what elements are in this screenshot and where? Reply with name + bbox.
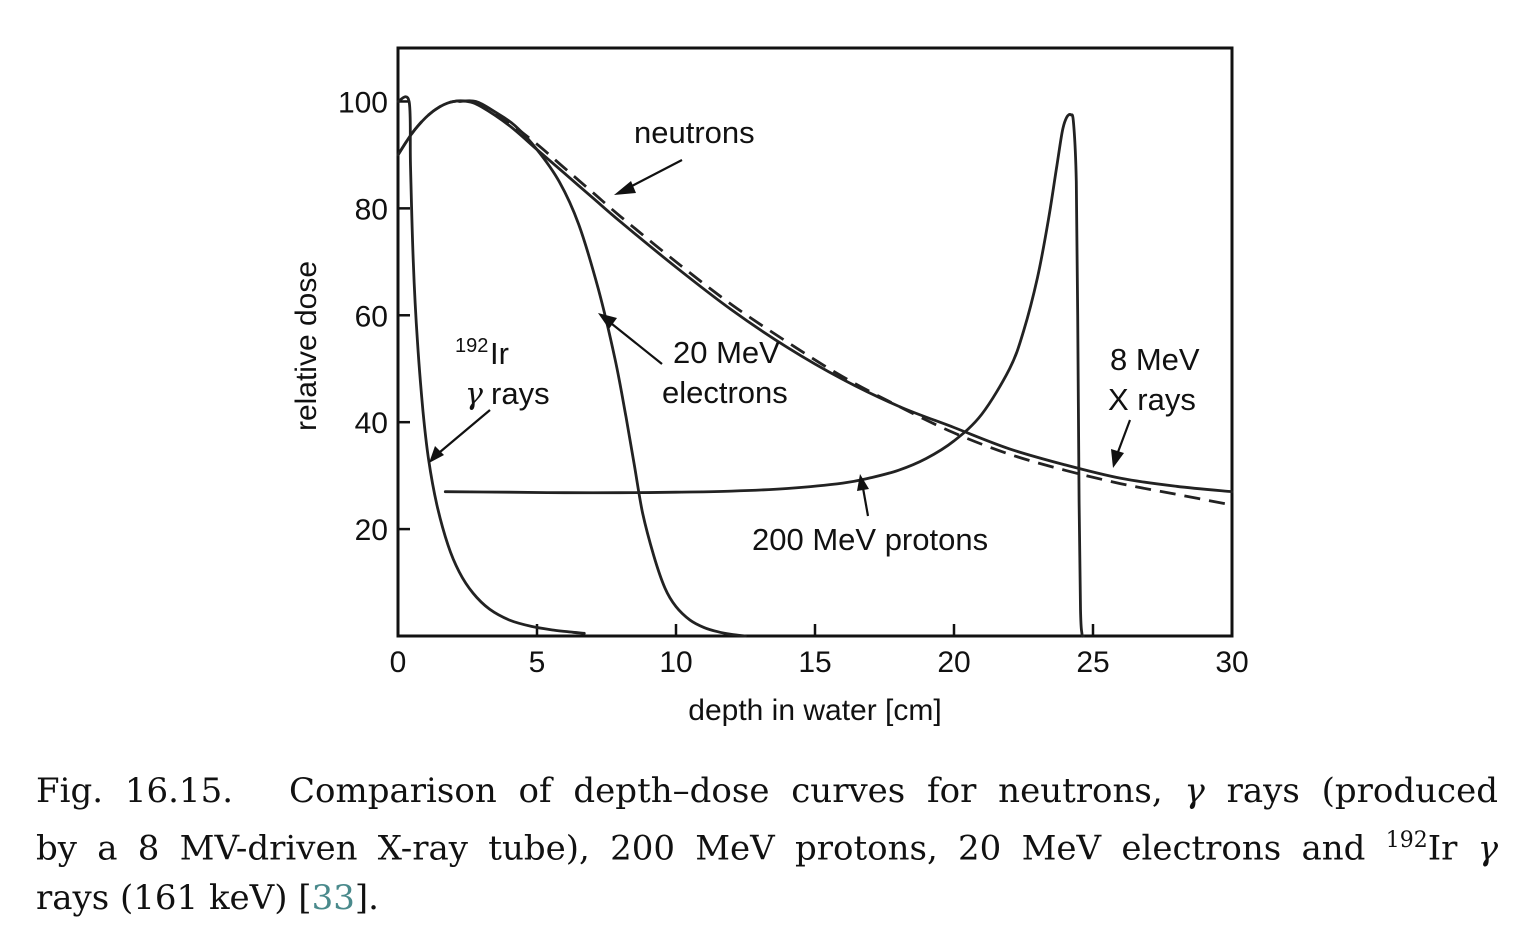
x-tick-label-5: 5 (529, 646, 546, 679)
figure-caption: Fig. 16.15. Comparison of depth–dose curv… (36, 766, 1498, 923)
curves (396, 95, 1234, 638)
arrow-electrons (611, 323, 663, 365)
arrow-protons (861, 487, 870, 517)
caption-text-1: Comparison of depth–dose curves for neut… (289, 771, 1163, 811)
arrowhead-electrons (598, 313, 617, 329)
caption-line-2: by a 8 MV-driven X-ray tube), 200 MeV pr… (36, 816, 1498, 873)
y-tick-label-40: 40 (355, 407, 388, 440)
caption-ir: Ir (1427, 828, 1458, 869)
x-axis-label: depth in water [cm] (688, 694, 941, 727)
label-neutrons: neutrons (634, 115, 755, 150)
arrow-ir (439, 409, 491, 453)
caption-text-2: by a 8 MV-driven X-ray tube), 200 MeV pr… (36, 828, 1366, 869)
x-tick-label-15: 15 (798, 646, 831, 679)
arrowhead-xrays (1111, 449, 1124, 468)
arrowhead-neutrons (614, 181, 636, 195)
series-line-8-mev-x-rays (396, 99, 1234, 494)
label-electrons-line1: 20 MeV (673, 335, 780, 370)
label-protons: 200 MeV protons (752, 522, 988, 557)
arrow-neutrons (627, 159, 683, 189)
label-xrays-line1: 8 MeV (1110, 342, 1200, 377)
axis-ticks: 0 5 10 15 20 25 30 20 40 60 80 100 (338, 86, 1249, 679)
series-line-20-mev-electrons (457, 99, 747, 638)
x-tick-label-30: 30 (1215, 646, 1248, 679)
label-electrons-line2: electrons (662, 375, 788, 410)
y-tick-label-60: 60 (355, 300, 388, 333)
x-tick-label-0: 0 (390, 646, 407, 679)
series-line-200-mev-protons (443, 113, 1085, 638)
caption-ir-superscript: 192 (1385, 828, 1428, 853)
annotation-arrows (429, 159, 1132, 517)
caption-figure-number: Fig. 16.15. (36, 771, 234, 811)
arrowhead-ir (429, 446, 444, 463)
x-tick-label-25: 25 (1076, 646, 1109, 679)
label-ir-gamma: γ (465, 377, 483, 412)
caption-line-3: rays (161 keV) [33]. (36, 873, 1498, 923)
caption-text-3-end: ]. (354, 878, 379, 919)
y-axis-label: relative dose (290, 261, 323, 431)
series-line-192ir-rays (396, 95, 586, 635)
depth-dose-chart: 0 5 10 15 20 25 30 20 40 60 80 100 depth in water [… (290, 46, 1249, 727)
label-ir-rays: rays (491, 376, 550, 411)
arrow-xrays (1116, 419, 1132, 453)
label-ir-symbol: Ir (490, 336, 509, 371)
x-tick-label-20: 20 (937, 646, 970, 679)
label-ir-superscript: 192 (455, 335, 488, 357)
arrowhead-protons (857, 474, 869, 491)
caption-line-1: Fig. 16.15. Comparison of depth–dose curv… (36, 766, 1498, 816)
y-tick-label-80: 80 (355, 193, 388, 226)
caption-text-3: rays (161 keV) [ (36, 878, 312, 919)
y-tick-label-100: 100 (338, 86, 388, 119)
caption-text-1-end: rays (produced (1226, 771, 1498, 811)
caption-gamma-2: γ (1477, 828, 1499, 869)
label-xrays-line2: X rays (1108, 382, 1196, 417)
y-tick-label-20: 20 (355, 514, 388, 547)
x-tick-label-10: 10 (659, 646, 692, 679)
caption-gamma-1: γ (1184, 771, 1205, 811)
caption-citation-link[interactable]: 33 (311, 878, 355, 919)
series-line-neutrons (396, 99, 1233, 507)
